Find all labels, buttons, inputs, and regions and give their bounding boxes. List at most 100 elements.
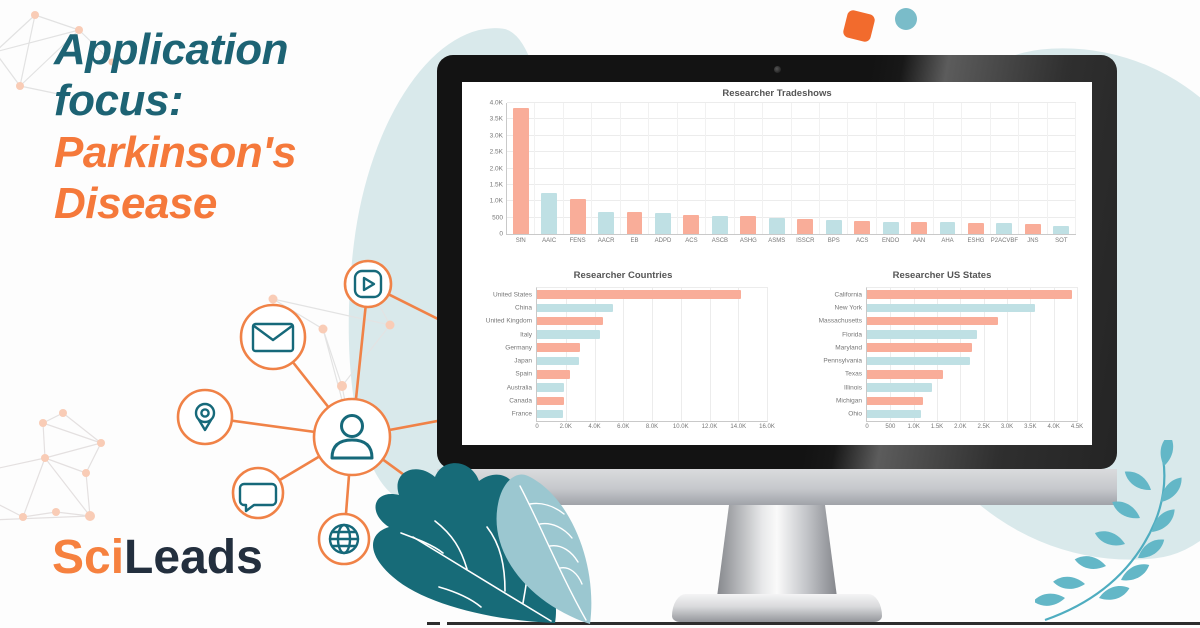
- monitor: Researcher Tradeshows 0 500 1.0K 1.5K 2.0K 2.…: [437, 55, 1117, 469]
- x-axis-label: 4.0K: [1047, 424, 1060, 430]
- bar-slot: SOT: [1048, 103, 1077, 244]
- mail-node: [239, 303, 307, 371]
- bar-row: California: [835, 288, 1077, 301]
- x-axis-label: AAIC: [542, 238, 557, 244]
- x-axis-label: 8.0K: [645, 424, 659, 430]
- x-axis-label: AHA: [941, 238, 954, 244]
- category-label: Germany: [505, 344, 532, 352]
- category-label: Massachusetts: [818, 317, 862, 325]
- gridline: [565, 288, 567, 421]
- light-leaf-decoration: [496, 474, 592, 624]
- bar-slot: P2ACVBF: [991, 103, 1020, 244]
- category-label: California: [834, 291, 862, 299]
- contact-hub-network: [176, 259, 480, 566]
- bar-row: Japan: [514, 354, 767, 367]
- chart-plot-area: 0 500 1.0K 1.5K 2.0K 2.5K 3.0K 3.5K 4.0K 4.5K Cali…: [819, 287, 1083, 430]
- y-axis-label: 1.0K: [489, 197, 503, 205]
- x-axis-label: BPS: [827, 238, 840, 244]
- bar: [825, 219, 842, 234]
- bar: [867, 343, 972, 352]
- x-axis-label: 4.0K: [588, 424, 601, 430]
- bar-row: Italy: [520, 328, 767, 341]
- bar-slot: AAIC: [535, 103, 564, 244]
- bar-slot: EB: [621, 103, 650, 244]
- bar: [867, 383, 933, 392]
- x-axis-label: AAN: [912, 238, 926, 244]
- chart-researcher-tradeshows: Researcher Tradeshows 0 500 1.0K 1.5K 2.0K 2.…: [468, 86, 1086, 258]
- desk-line: [427, 622, 440, 625]
- location-pin-icon: [194, 402, 216, 432]
- bar-slot: ENDO: [877, 103, 906, 244]
- y-axis-label: 1.5K: [489, 181, 503, 189]
- x-axis-label: JNS: [1027, 238, 1039, 244]
- bar-row: Spain: [515, 368, 767, 381]
- gridline: [890, 288, 892, 421]
- bar-row: Maryland: [835, 341, 1077, 354]
- chart-title: Researcher Countries: [573, 270, 673, 281]
- bar: [711, 215, 728, 234]
- x-axis-label: 500: [885, 424, 896, 430]
- category-label: Ohio: [848, 410, 862, 418]
- mail-icon: [251, 322, 295, 353]
- category-label: Illinois: [843, 384, 862, 392]
- chart-title: Researcher Tradeshows: [722, 88, 832, 99]
- x-axis-label: ADPD: [654, 238, 672, 244]
- x-axis-label: 1.0K: [907, 424, 920, 430]
- gridline: [1030, 288, 1032, 421]
- bar: [537, 316, 604, 326]
- bar: [867, 290, 1073, 299]
- bar: [626, 212, 643, 234]
- gridline: [1077, 288, 1078, 421]
- logo-sci: Sci: [52, 531, 125, 584]
- monitor-screen: Researcher Tradeshows 0 500 1.0K 1.5K 2.0K 2.…: [462, 82, 1092, 445]
- webcam-dot: [774, 66, 781, 73]
- x-axis-label: SOT: [1055, 238, 1068, 244]
- network-decoration-bottom-left: [0, 409, 105, 521]
- bar: [537, 409, 563, 419]
- chart-researcher-countries: Researcher Countries 0 2.0K 4.0K 6.0K 8.0K 10…: [472, 268, 775, 440]
- bar: [1024, 223, 1041, 234]
- bar: [655, 213, 671, 234]
- chat-icon: [238, 482, 278, 513]
- bar: [537, 290, 742, 299]
- bar: [867, 370, 943, 379]
- y-axis-label: 3.0K: [489, 132, 503, 140]
- bar: [867, 409, 921, 419]
- bar-row: Canada: [509, 394, 767, 407]
- x-axis-label: 3.0K: [1000, 424, 1014, 430]
- bar-slot: SfN: [507, 103, 536, 244]
- x-axis-label: 0: [865, 424, 869, 430]
- category-label: Canada: [509, 397, 532, 405]
- bar: [740, 216, 757, 234]
- logo-leads: Leads: [124, 531, 263, 584]
- category-label: Italy: [520, 331, 532, 339]
- bar: [867, 303, 1035, 313]
- bar: [537, 396, 565, 406]
- y-axis-label: 3.5K: [489, 115, 503, 123]
- x-axis-label: FENS: [569, 238, 586, 244]
- chart-plot-area: 0 2.0K 4.0K 6.0K 8.0K 10.0K 12.0K 14.0K 16.0K Uni…: [486, 287, 775, 430]
- scileads-logo: SciLeads: [52, 530, 263, 585]
- orange-square-decoration: [842, 9, 876, 43]
- bar-slot: ASHG: [735, 103, 764, 244]
- bar-slot: ASMS: [763, 103, 792, 244]
- play-node: [343, 259, 393, 309]
- monitor-base: [672, 594, 882, 622]
- x-axis-label: ENDO: [881, 238, 900, 244]
- bar-slot: ISSCR: [792, 103, 820, 244]
- bar: [996, 223, 1013, 234]
- bar: [854, 220, 871, 234]
- teal-dot-decoration: [895, 8, 917, 30]
- headline-line-2: Parkinson's Disease: [54, 127, 297, 229]
- chart-plot-area: 0 500 1.0K 1.5K 2.0K 2.5K 3.0K 3.5K 4.0K SfN AAIC F…: [490, 100, 1077, 244]
- gridline: [913, 288, 915, 421]
- x-axis-label: 1.5K: [930, 424, 944, 430]
- bar: [882, 221, 899, 234]
- bar-row: Germany: [505, 341, 767, 354]
- bar-row: United Kingdom: [486, 315, 767, 328]
- x-axis-label: ASHG: [739, 238, 757, 244]
- bar-row: France: [512, 408, 767, 421]
- x-axis-label: P2ACVBF: [990, 238, 1019, 244]
- y-axis-label: 2.5K: [489, 148, 503, 156]
